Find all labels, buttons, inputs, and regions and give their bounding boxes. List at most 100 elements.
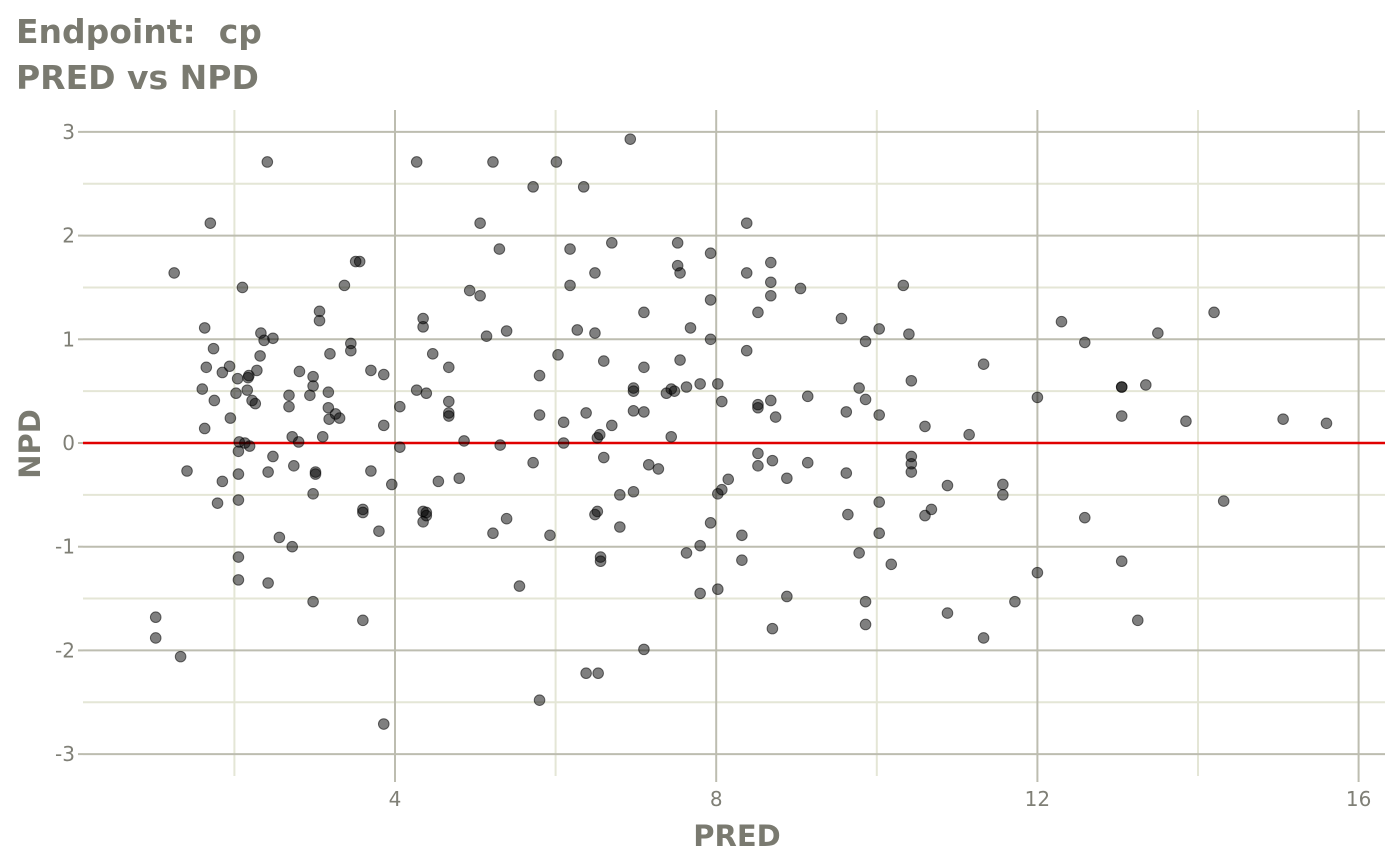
data-point	[781, 590, 793, 603]
y-tick-label: 0	[62, 431, 75, 455]
data-point	[181, 465, 193, 477]
data-point	[859, 393, 872, 406]
data-point	[765, 289, 777, 302]
data-point	[373, 525, 385, 537]
data-point	[1031, 391, 1044, 404]
data-point	[1217, 495, 1230, 507]
data-point	[638, 643, 650, 656]
data-point	[417, 312, 429, 325]
data-point	[1078, 511, 1091, 524]
data-point	[597, 451, 610, 464]
data-point	[1140, 379, 1152, 391]
data-point	[781, 472, 793, 485]
data-point	[533, 694, 546, 706]
data-point	[704, 247, 717, 260]
data-point	[174, 650, 187, 663]
data-point	[765, 394, 777, 407]
data-point	[752, 460, 764, 472]
data-point	[463, 284, 476, 297]
data-point	[544, 529, 556, 542]
data-point	[207, 342, 220, 355]
data-point	[859, 618, 872, 631]
y-tick-label: -2	[55, 638, 75, 662]
data-point	[357, 614, 369, 627]
data-point	[593, 428, 606, 441]
data-point	[377, 419, 390, 432]
data-point	[752, 447, 764, 460]
data-point	[752, 401, 764, 414]
data-point	[232, 494, 245, 506]
data-point	[842, 508, 854, 521]
data-point	[223, 360, 236, 373]
data-point	[474, 289, 486, 302]
data-point	[208, 394, 221, 407]
data-point	[873, 409, 886, 421]
data-point	[668, 385, 681, 397]
data-point	[313, 314, 326, 327]
data-point	[859, 595, 872, 608]
x-axis-label: PRED	[693, 819, 780, 853]
data-point	[487, 156, 499, 168]
data-point	[533, 369, 546, 382]
data-point	[571, 324, 584, 336]
data-point	[766, 622, 779, 635]
data-point	[740, 344, 753, 357]
data-point	[322, 386, 335, 398]
data-point	[1009, 595, 1021, 608]
data-point	[533, 409, 546, 421]
data-point	[684, 322, 697, 334]
data-point	[801, 456, 814, 469]
data-point	[267, 450, 279, 463]
data-point	[577, 181, 590, 193]
data-point	[249, 397, 262, 410]
data-point	[736, 554, 748, 566]
data-point	[307, 370, 319, 383]
data-point	[432, 475, 445, 488]
data-point	[873, 496, 886, 508]
data-point	[694, 587, 706, 600]
data-point	[224, 412, 237, 424]
data-point	[196, 383, 209, 395]
data-point	[580, 667, 592, 680]
data-point	[262, 466, 274, 478]
data-point	[941, 607, 954, 619]
data-point	[552, 349, 564, 361]
data-point	[671, 237, 684, 249]
data-point	[740, 217, 753, 229]
data-point	[606, 419, 618, 432]
data-point	[345, 337, 357, 350]
data-point	[149, 611, 162, 624]
data-point	[589, 267, 601, 279]
data-point	[905, 374, 918, 387]
y-tick-label: -1	[55, 535, 75, 559]
data-point	[200, 361, 213, 374]
data-point	[267, 332, 279, 345]
data-point	[557, 416, 570, 429]
data-point	[873, 527, 886, 540]
data-point	[765, 276, 777, 289]
y-axis-label: NPD	[13, 409, 47, 479]
data-point	[905, 466, 918, 478]
data-point	[198, 322, 211, 334]
data-point	[712, 583, 724, 596]
data-point	[638, 406, 650, 418]
data-point	[704, 333, 717, 346]
chart-title-endpoint: Endpoint: cp	[16, 12, 262, 51]
data-point	[680, 381, 693, 393]
data-point	[977, 632, 990, 644]
data-point	[853, 547, 865, 559]
data-point	[232, 574, 245, 586]
data-point	[853, 382, 865, 394]
data-point	[410, 384, 423, 396]
data-point	[443, 361, 455, 374]
data-point	[977, 358, 990, 370]
data-point	[1031, 566, 1044, 579]
data-point	[474, 217, 486, 229]
data-point	[736, 529, 748, 542]
data-point	[704, 517, 717, 529]
data-point	[597, 355, 610, 367]
data-point	[919, 420, 931, 433]
data-point	[704, 294, 717, 306]
y-tick-label: 1	[62, 327, 75, 351]
